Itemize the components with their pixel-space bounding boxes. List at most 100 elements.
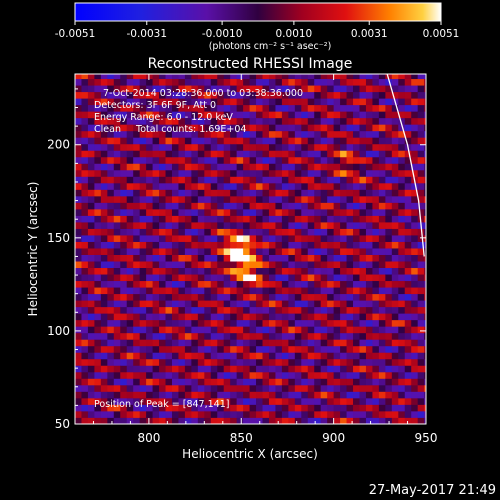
- heatmap-cell: [391, 74, 399, 80]
- heatmap-cell: [404, 189, 412, 197]
- heatmap-cell: [333, 235, 341, 242]
- heatmap-cell: [333, 417, 341, 424]
- heatmap-cell: [404, 280, 412, 288]
- heatmap-cell: [171, 222, 179, 229]
- heatmap-cell: [146, 117, 153, 125]
- heatmap-cell: [197, 176, 205, 184]
- heatmap-cell: [262, 182, 270, 190]
- heatmap-cell: [391, 248, 399, 255]
- heatmap-cell: [256, 156, 263, 164]
- heatmap-cell: [281, 280, 289, 288]
- heatmap-cell: [301, 182, 309, 190]
- heatmap-cell: [100, 339, 108, 347]
- heatmap-cell: [223, 371, 231, 379]
- heatmap-cell: [243, 287, 250, 295]
- heatmap-cell: [333, 332, 341, 340]
- heatmap-cell: [385, 235, 393, 242]
- heatmap-cell: [152, 293, 160, 301]
- heatmap-cell: [139, 176, 147, 184]
- heatmap-cell: [417, 371, 425, 379]
- heatmap-cell: [404, 358, 412, 366]
- heatmap-cell: [184, 176, 192, 184]
- heatmap-cell: [75, 85, 82, 93]
- heatmap-cell: [404, 85, 412, 93]
- heatmap-cell: [87, 195, 95, 203]
- heatmap-cell: [126, 169, 134, 177]
- heatmap-cell: [217, 176, 225, 184]
- heatmap-cell: [100, 124, 108, 132]
- heatmap-cell: [340, 215, 347, 223]
- heatmap-cell: [340, 274, 347, 282]
- heatmap-cell: [346, 345, 354, 353]
- heatmap-cell: [417, 267, 425, 275]
- heatmap-cell: [165, 176, 173, 184]
- heatmap-cell: [307, 280, 315, 288]
- heatmap-cell: [81, 176, 89, 184]
- heatmap-cell: [120, 254, 128, 262]
- heatmap-cell: [359, 74, 367, 80]
- heatmap-cell: [417, 189, 425, 197]
- heatmap-cell: [139, 202, 147, 210]
- heatmap-cell: [294, 410, 302, 418]
- heatmap-cell: [359, 228, 367, 236]
- colorbar-tick-label: -0.0031: [126, 28, 167, 40]
- heatmap-cell: [288, 222, 296, 229]
- heatmap-cell: [320, 104, 328, 112]
- heatmap-cell: [178, 339, 186, 347]
- heatmap-cell: [171, 228, 179, 236]
- heatmap-cell: [275, 235, 283, 242]
- heatmap-cell: [411, 241, 419, 249]
- heatmap-cell: [113, 176, 121, 184]
- heatmap-cell: [256, 130, 263, 138]
- heatmap-cell: [100, 202, 108, 210]
- heatmap-cell: [249, 358, 257, 366]
- heatmap-cell: [126, 397, 134, 405]
- heatmap-cell: [171, 397, 179, 405]
- heatmap-cell: [126, 345, 134, 353]
- heatmap-cell: [411, 130, 419, 138]
- heatmap-cell: [75, 319, 82, 327]
- heatmap-cell: [294, 195, 302, 203]
- heatmap-cell: [417, 358, 425, 366]
- heatmap-cell: [178, 345, 186, 353]
- heatmap-cell: [294, 222, 302, 229]
- heatmap-cell: [236, 130, 244, 138]
- heatmap-cell: [197, 332, 205, 340]
- heatmap-cell: [171, 124, 179, 132]
- heatmap-cell: [197, 261, 205, 269]
- heatmap-cell: [288, 85, 296, 93]
- heatmap-cell: [288, 352, 296, 360]
- heatmap-cell: [126, 215, 134, 223]
- heatmap-cell: [398, 391, 406, 399]
- heatmap-cell: [81, 156, 89, 164]
- heatmap-cell: [327, 130, 335, 138]
- heatmap-cell: [391, 202, 399, 210]
- heatmap-cell: [152, 74, 160, 80]
- heatmap-cell: [113, 371, 121, 379]
- heatmap-cell: [171, 293, 179, 301]
- heatmap-cell: [268, 150, 276, 158]
- heatmap-cell: [359, 104, 367, 112]
- heatmap-cell: [197, 130, 205, 138]
- heatmap-cell: [372, 91, 380, 99]
- heatmap-cell: [411, 345, 419, 353]
- heatmap-cell: [159, 91, 166, 99]
- heatmap-cell: [120, 319, 128, 327]
- heatmap-cell: [139, 326, 147, 334]
- heatmap-cell: [236, 222, 244, 229]
- heatmap-cell: [184, 287, 192, 295]
- heatmap-cell: [113, 195, 121, 203]
- heatmap-cell: [94, 222, 102, 229]
- heatmap-cell: [288, 195, 296, 203]
- heatmap-cell: [256, 410, 263, 418]
- heatmap-cell: [398, 195, 406, 203]
- heatmap-cell: [353, 228, 360, 236]
- heatmap-cell: [249, 85, 257, 93]
- heatmap-cell: [320, 222, 328, 229]
- heatmap-cell: [314, 274, 322, 282]
- heatmap-cell: [301, 404, 309, 412]
- heatmap-cell: [314, 85, 322, 93]
- heatmap-cell: [314, 202, 322, 210]
- heatmap-cell: [398, 215, 406, 223]
- heatmap-cell: [268, 339, 276, 347]
